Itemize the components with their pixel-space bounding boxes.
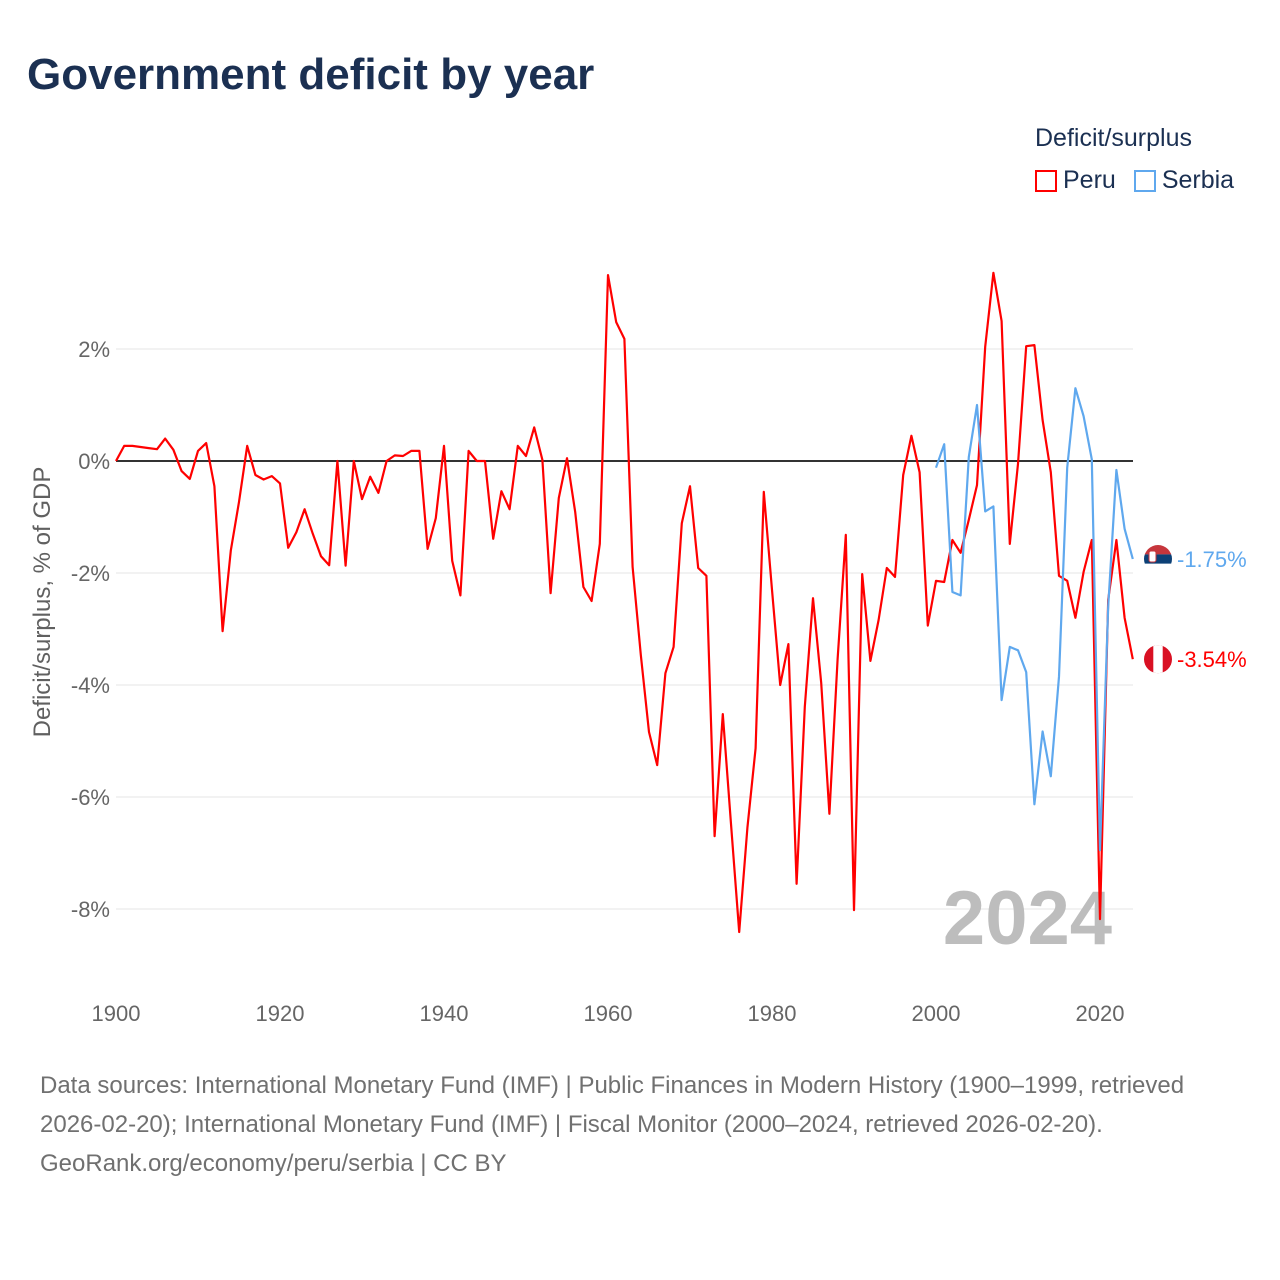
chart-title: Government deficit by year	[27, 50, 595, 99]
y-tick-label: -4%	[71, 673, 110, 698]
footer: Data sources: International Monetary Fun…	[40, 1066, 1240, 1183]
y-tick-label: -2%	[71, 561, 110, 586]
legend-label-peru: Peru	[1063, 166, 1116, 194]
legend-item-serbia[interactable]: Serbia	[1133, 166, 1235, 195]
y-tick-label: 0%	[78, 449, 110, 474]
legend: Peru Serbia	[1035, 166, 1234, 195]
y-tick-label: -8%	[71, 897, 110, 922]
series-line-serbia[interactable]	[934, 387, 1134, 852]
legend-label-serbia: Serbia	[1161, 166, 1235, 194]
x-tick-label: 1980	[748, 1001, 797, 1026]
y-tick-label: -6%	[71, 785, 110, 810]
x-tick-label: 1920	[256, 1001, 305, 1026]
peru-flag-icon	[1144, 645, 1172, 674]
y-tick-label: 2%	[78, 337, 110, 362]
end-label-peru: -3.54%	[1177, 647, 1247, 672]
y-axis-title: Deficit/surplus, % of GDP	[29, 467, 56, 738]
current-year-watermark: 2024	[943, 876, 1112, 961]
series-line-peru[interactable]	[115, 271, 1134, 934]
legend-title: Deficit/surplus	[1035, 124, 1192, 152]
end-label-serbia: -1.75%	[1177, 547, 1247, 572]
data-sources: Data sources: International Monetary Fun…	[40, 1072, 1185, 1138]
serbia-flag-icon	[1144, 545, 1172, 573]
x-tick-label: 2020	[1076, 1001, 1125, 1026]
legend-swatch-serbia	[1133, 169, 1156, 192]
x-tick-label: 1960	[584, 1001, 633, 1026]
x-tick-label: 1940	[420, 1001, 469, 1026]
x-tick-label: 1900	[92, 1001, 141, 1026]
credit-link[interactable]: GeoRank.org/economy/peru/serbia | CC BY	[40, 1150, 507, 1177]
x-tick-label: 2000	[912, 1001, 961, 1026]
legend-item-peru[interactable]: Peru	[1035, 166, 1116, 195]
legend-swatch-peru	[1035, 169, 1057, 192]
